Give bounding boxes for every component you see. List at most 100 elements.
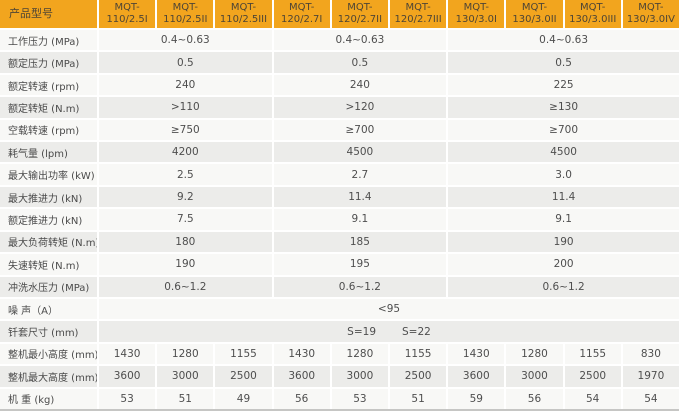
spec-value-cell: 3000 <box>157 366 214 387</box>
model-suffix: 130/3.0IV <box>626 14 675 25</box>
spec-value-cell: 1430 <box>448 343 505 365</box>
model-header-cell: MQT- 110/2.5I <box>99 0 156 28</box>
model-suffix: 120/2.7III <box>394 14 442 25</box>
spec-value-cell: 2.5 <box>99 164 272 185</box>
spec-value-cell: 1280 <box>331 343 388 365</box>
model-header-cell: MQT- 130/3.0II <box>506 0 563 28</box>
spec-row-label: 额定转速 (rpm) <box>0 74 97 96</box>
spec-value-cell: 3600 <box>273 366 330 387</box>
spec-row-label: 整机最小高度 (mm) <box>0 343 97 365</box>
spec-value-cell: 9.1 <box>273 209 447 230</box>
spec-value-cell: 3600 <box>99 366 156 387</box>
model-prefix: MQT- <box>289 1 315 13</box>
spec-value-cell: 11.4 <box>273 186 447 208</box>
spec-value-cell: 2500 <box>564 366 621 387</box>
spec-row-label: 额定推进力 (kN) <box>0 209 97 230</box>
spec-row-label: 整机最大高度 (mm) <box>0 366 97 387</box>
spec-value-cell: 51 <box>390 388 447 409</box>
spec-value-cell: 1155 <box>215 343 272 365</box>
model-suffix: 120/2.7II <box>337 14 383 25</box>
corner-cell-product-model: 产品型号 <box>0 0 97 28</box>
model-prefix: MQT- <box>347 1 373 13</box>
spec-value-cell: 1155 <box>564 343 621 365</box>
spec-value-cell: 2.7 <box>273 164 447 185</box>
spec-value-cell: 190 <box>448 231 679 253</box>
spec-value: <95 <box>377 303 401 316</box>
spec-value-cell: 200 <box>448 254 679 275</box>
spec-value-cell: 0.4~0.63 <box>273 30 447 51</box>
spec-value-cell-merged: <95 <box>99 298 679 320</box>
spec-value-cell: ≥130 <box>448 97 679 118</box>
model-header-cell: MQT- 110/2.5III <box>215 0 272 28</box>
spec-value-cell: 54 <box>622 388 679 409</box>
spec-value-cell: 0.6~1.2 <box>99 276 272 297</box>
spec-value-cell: 51 <box>157 388 214 409</box>
spec-value-cell: 59 <box>448 388 505 409</box>
spec-value-cell: 56 <box>273 388 330 409</box>
spec-value-cell: 11.4 <box>448 186 679 208</box>
spec-value-cell: 240 <box>99 74 272 96</box>
spec-value-cell: 1155 <box>390 343 447 365</box>
model-prefix: MQT- <box>463 1 489 13</box>
model-suffix: 110/2.5II <box>163 14 208 25</box>
spec-row-label: 失速转矩 (N.m) <box>0 254 97 275</box>
spec-value-cell: 0.6~1.2 <box>273 276 447 297</box>
spec-value-cell: 1280 <box>157 343 214 365</box>
spec-value-cell: 1430 <box>99 343 156 365</box>
spec-row-label: 最大推进力 (kN) <box>0 186 97 208</box>
model-suffix: 130/3.0I <box>455 14 497 25</box>
spec-value-cell: 3000 <box>506 366 563 387</box>
spec-value-cell: 830 <box>622 343 679 365</box>
spec-value-cell: ≥700 <box>448 119 679 141</box>
spec-value-cell: 190 <box>99 254 272 275</box>
model-suffix: 130/3.0III <box>569 14 617 25</box>
model-header-cell: MQT- 110/2.5II <box>157 0 214 28</box>
model-prefix: MQT- <box>230 1 257 13</box>
spec-value-cell: 0.5 <box>273 52 447 73</box>
spec-row-label: 噪 声（A） <box>0 298 97 320</box>
spec-value-cell: ≥700 <box>273 119 447 141</box>
spec-value-cell: 0.5 <box>99 52 272 73</box>
model-header-cell: MQT- 120/2.7I <box>273 0 330 28</box>
model-header-cell: MQT- 130/3.0IV <box>622 0 679 28</box>
spec-value-cell: 1280 <box>506 343 563 365</box>
spec-value-cell: 53 <box>99 388 156 409</box>
spec-value-cell: 0.4~0.63 <box>448 30 679 51</box>
model-prefix: MQT- <box>405 1 431 13</box>
model-suffix: 110/2.5I <box>106 14 148 25</box>
spec-value-cell: 185 <box>273 231 447 253</box>
spec-value-cell: 1430 <box>273 343 330 365</box>
spec-value-cell: 3600 <box>448 366 505 387</box>
model-header-cell: MQT- 130/3.0I <box>448 0 505 28</box>
spec-value-cell: 54 <box>564 388 621 409</box>
spec-value-cell: 4200 <box>99 142 272 163</box>
spec-value-cell: 1970 <box>622 366 679 387</box>
model-suffix: 130/3.0II <box>512 14 557 25</box>
spec-value-cell: 0.6~1.2 <box>448 276 679 297</box>
spec-value-cell-merged: S=19 S=22 <box>99 321 679 342</box>
model-header-cell: MQT- 130/3.0III <box>564 0 621 28</box>
spec-row-label: 最大输出功率 (kW) <box>0 164 97 185</box>
spec-value-cell: >120 <box>273 97 447 118</box>
spec-row-label: 钎套尺寸 (mm) <box>0 321 97 342</box>
spec-value-cell: 9.1 <box>448 209 679 230</box>
spec-row-label: 额定压力 (MPa) <box>0 52 97 73</box>
spec-row-label: 额定转矩 (N.m) <box>0 97 97 118</box>
spec-value-cell: 53 <box>331 388 388 409</box>
spec-value-cell: >110 <box>99 97 272 118</box>
spec-value-cell: 240 <box>273 74 447 96</box>
spec-row-label: 最大负荷转矩 (N.m) <box>0 231 97 253</box>
model-prefix: MQT- <box>638 1 664 13</box>
spec-value-cell: 7.5 <box>99 209 272 230</box>
spec-value-cell: 4500 <box>273 142 447 163</box>
spec-value-cell: 3.0 <box>448 164 679 185</box>
spec-value-cell: 4500 <box>448 142 679 163</box>
spec-value-cell: 0.5 <box>448 52 679 73</box>
model-suffix: 110/2.5III <box>219 14 268 25</box>
spec-value-cell: 180 <box>99 231 272 253</box>
model-prefix: MQT- <box>114 1 140 13</box>
spec-value-cell: 225 <box>448 74 679 96</box>
model-prefix: MQT- <box>172 1 198 13</box>
spec-value: S=22 <box>402 325 431 338</box>
